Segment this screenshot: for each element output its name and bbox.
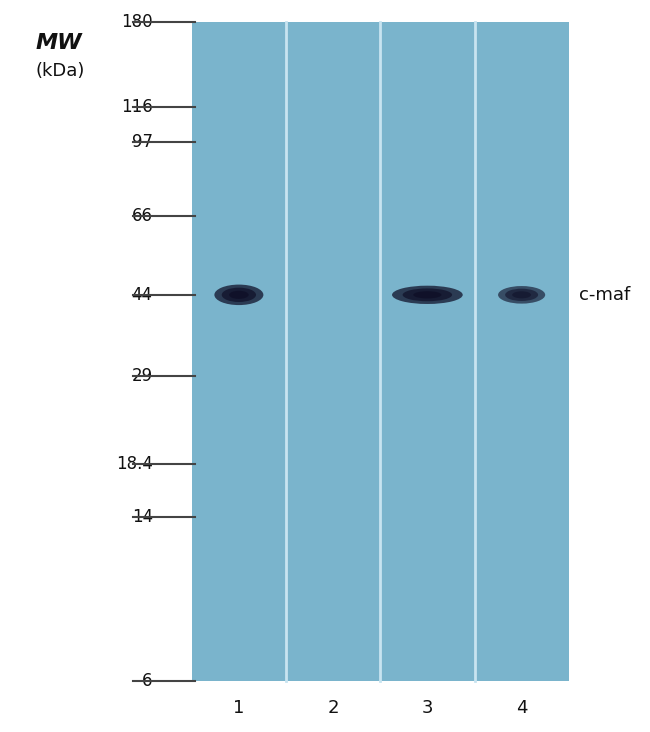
Text: 1: 1 xyxy=(233,699,244,717)
Text: 97: 97 xyxy=(132,132,153,151)
Text: 29: 29 xyxy=(131,367,153,384)
Text: 6: 6 xyxy=(142,672,153,690)
Text: 4: 4 xyxy=(516,699,527,717)
Ellipse shape xyxy=(222,288,256,302)
Ellipse shape xyxy=(402,288,452,302)
Bar xyxy=(192,22,569,681)
Text: (kDa): (kDa) xyxy=(36,62,85,81)
Ellipse shape xyxy=(512,291,531,299)
Text: 2: 2 xyxy=(328,699,339,717)
Ellipse shape xyxy=(229,291,249,299)
Text: 66: 66 xyxy=(132,207,153,225)
Text: 14: 14 xyxy=(131,507,153,526)
Text: 18.4: 18.4 xyxy=(116,455,153,473)
Ellipse shape xyxy=(392,285,463,304)
Ellipse shape xyxy=(413,291,441,299)
Text: 3: 3 xyxy=(422,699,433,717)
Ellipse shape xyxy=(498,286,545,304)
Ellipse shape xyxy=(505,288,538,301)
Text: 180: 180 xyxy=(121,13,153,31)
Ellipse shape xyxy=(214,285,263,305)
Text: MW: MW xyxy=(36,33,83,53)
Text: c-maf: c-maf xyxy=(578,285,630,304)
Text: 116: 116 xyxy=(121,98,153,116)
Text: 44: 44 xyxy=(132,285,153,304)
